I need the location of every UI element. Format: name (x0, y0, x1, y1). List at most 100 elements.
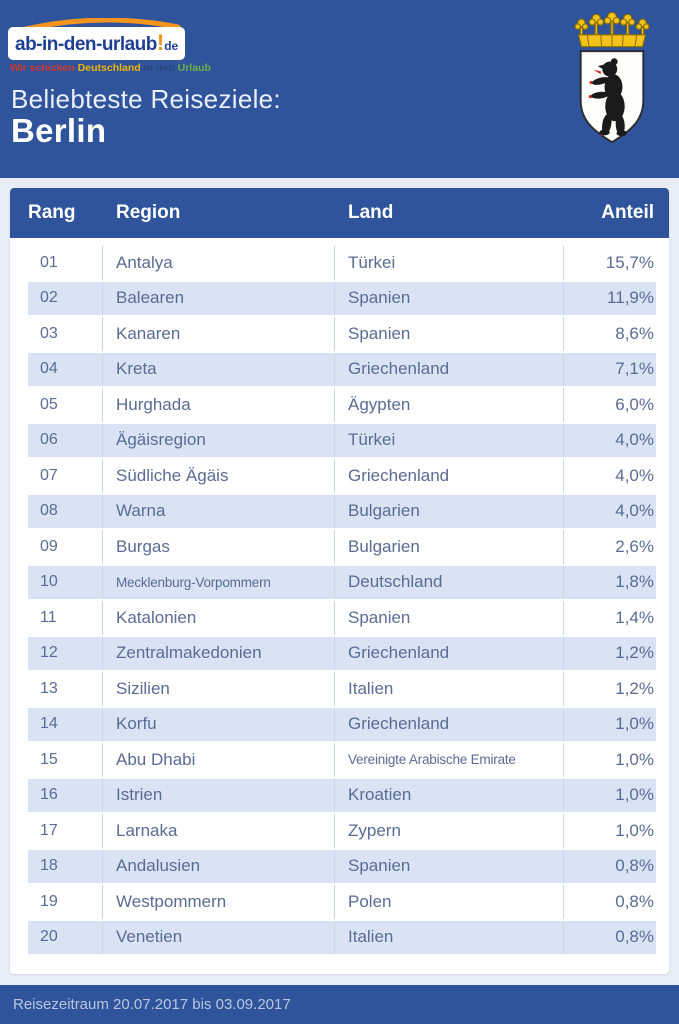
cell-rang: 19 (28, 885, 103, 919)
table-row: 03 Kanaren Spanien 8,6% (28, 317, 656, 351)
cell-region: Larnaka (103, 814, 335, 848)
cell-rang: 02 (28, 281, 103, 315)
cell-land: Spanien (335, 601, 564, 635)
table-row: 20 Venetien Italien 0,8% (28, 920, 656, 954)
logo-swoosh-arc (23, 18, 181, 30)
cell-anteil: 0,8% (615, 927, 654, 947)
crown-icon (574, 12, 650, 48)
table-body: 01 Antalya Türkei 15,7% 02 Balearen Spanien 11,… (28, 246, 656, 954)
table-row: 05 Hurghada Ägypten 6,0% (28, 388, 656, 422)
tagline-word: Urlaub (177, 62, 211, 74)
cell-land: Bulgarien (335, 530, 564, 564)
cell-rang: 10 (28, 565, 103, 599)
cell-region: Sizilien (103, 672, 335, 706)
cell-region: Südliche Ägäis (103, 459, 335, 493)
column-header-rang: Rang (28, 202, 76, 223)
cell-region: Zentralmakedonien (103, 636, 335, 670)
cell-region: Ägäisregion (103, 423, 335, 457)
cell-land: Zypern (335, 814, 564, 848)
cell-region: Balearen (103, 281, 335, 315)
tagline-word: Deutschland (77, 62, 141, 74)
table-row: 18 Andalusien Spanien 0,8% (28, 849, 656, 883)
cell-anteil: 4,0% (615, 465, 654, 485)
cell-anteil: 8,6% (615, 323, 654, 343)
logo-exclamation: ! (156, 30, 165, 55)
cell-region: Burgas (103, 530, 335, 564)
logo-text: ab-in-den-urlaub (15, 34, 157, 55)
cell-land: Polen (335, 885, 564, 919)
cell-land: Bulgarien (335, 494, 564, 528)
cell-land: Kroatien (335, 778, 564, 812)
column-header-anteil: Anteil (601, 202, 654, 223)
table-row: 14 Korfu Griechenland 1,0% (28, 707, 656, 741)
cell-rang: 20 (28, 920, 103, 954)
cell-anteil: 2,6% (615, 536, 654, 556)
table-row: 06 Ägäisregion Türkei 4,0% (28, 423, 656, 457)
cell-region: Istrien (103, 778, 335, 812)
cell-region: Katalonien (103, 601, 335, 635)
table-row: 19 Westpommern Polen 0,8% (28, 885, 656, 919)
cell-anteil: 1,0% (615, 714, 654, 734)
cell-rang: 01 (28, 246, 103, 280)
table-header-row: Rang Region Land Anteil (10, 188, 669, 238)
logo-box: ab-in-den-urlaub!de (8, 27, 186, 60)
table-row: 11 Katalonien Spanien 1,4% (28, 601, 656, 635)
cell-anteil: 1,8% (615, 572, 654, 592)
cell-rang: 12 (28, 636, 103, 670)
cell-anteil: 1,2% (615, 643, 654, 663)
table-panel: Rang Region Land Anteil 01 Antalya Türkei 1… (10, 188, 669, 974)
table-row: 10 Mecklenburg-Vorpommern Deutschland 1,8% (28, 565, 656, 599)
cell-anteil: 4,0% (615, 430, 654, 450)
logo-tld: de (164, 39, 179, 53)
brand-logo: ab-in-den-urlaub!de Wir schicken Deutschl… (8, 18, 211, 74)
cell-region: Kanaren (103, 317, 335, 351)
cell-land: Spanien (335, 281, 564, 315)
travel-period-label: Reisezeitraum 20.07.2017 bis 03.09.2017 (13, 996, 291, 1013)
tagline-word: in den (143, 62, 175, 74)
table-row: 04 Kreta Griechenland 7,1% (28, 352, 656, 386)
column-header-land: Land (348, 202, 394, 223)
cell-anteil: 1,0% (615, 749, 654, 769)
cell-rang: 16 (28, 778, 103, 812)
cell-rang: 05 (28, 388, 103, 422)
cell-anteil: 1,2% (615, 678, 654, 698)
cell-rang: 17 (28, 814, 103, 848)
cell-rang: 15 (28, 743, 103, 777)
cell-land: Deutschland (335, 565, 564, 599)
page-header: ab-in-den-urlaub!de Wir schicken Deutschl… (0, 0, 679, 178)
cell-rang: 11 (28, 601, 103, 635)
cell-region: Mecklenburg-Vorpommern (103, 565, 335, 599)
cell-anteil: 1,0% (615, 785, 654, 805)
page-footer: Reisezeitraum 20.07.2017 bis 03.09.2017 (0, 985, 679, 1024)
cell-anteil: 15,7% (605, 252, 654, 272)
page-title: Berlin (11, 112, 107, 149)
cell-land: Griechenland (335, 707, 564, 741)
cell-rang: 13 (28, 672, 103, 706)
cell-land: Spanien (335, 317, 564, 351)
cell-region: Westpommern (103, 885, 335, 919)
cell-anteil: 1,4% (615, 607, 654, 627)
content-area: Rang Region Land Anteil 01 Antalya Türkei 1… (0, 178, 679, 985)
cell-region: Abu Dhabi (103, 743, 335, 777)
cell-region: Antalya (103, 246, 335, 280)
shield-icon (579, 50, 645, 144)
table-row: 17 Larnaka Zypern 1,0% (28, 814, 656, 848)
cell-land: Griechenland (335, 636, 564, 670)
table-row: 15 Abu Dhabi Vereinigte Arabische Emirate 1… (28, 743, 656, 777)
table-row: 08 Warna Bulgarien 4,0% (28, 494, 656, 528)
cell-rang: 14 (28, 707, 103, 741)
table-row: 02 Balearen Spanien 11,9% (28, 281, 656, 315)
table-row: 09 Burgas Bulgarien 2,6% (28, 530, 656, 564)
tagline-word: Wir schicken (10, 62, 75, 74)
cell-anteil: 0,8% (615, 856, 654, 876)
cell-region: Hurghada (103, 388, 335, 422)
column-header-region: Region (116, 202, 181, 223)
cell-region: Korfu (103, 707, 335, 741)
table-row: 16 Istrien Kroatien 1,0% (28, 778, 656, 812)
cell-rang: 07 (28, 459, 103, 493)
cell-rang: 06 (28, 423, 103, 457)
cell-rang: 03 (28, 317, 103, 351)
cell-anteil: 1,0% (615, 820, 654, 840)
cell-anteil: 4,0% (615, 501, 654, 521)
